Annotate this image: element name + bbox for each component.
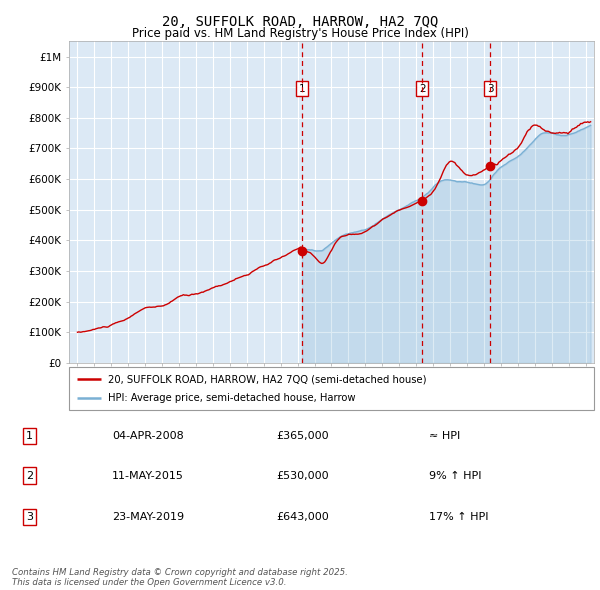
Text: 2: 2 xyxy=(419,84,425,94)
Text: £643,000: £643,000 xyxy=(277,512,329,522)
Text: 9% ↑ HPI: 9% ↑ HPI xyxy=(430,471,482,480)
Text: 17% ↑ HPI: 17% ↑ HPI xyxy=(430,512,489,522)
Text: 20, SUFFOLK ROAD, HARROW, HA2 7QQ: 20, SUFFOLK ROAD, HARROW, HA2 7QQ xyxy=(162,15,438,29)
Text: 11-MAY-2015: 11-MAY-2015 xyxy=(112,471,184,480)
Text: £530,000: £530,000 xyxy=(277,471,329,480)
Text: 3: 3 xyxy=(26,512,33,522)
Text: HPI: Average price, semi-detached house, Harrow: HPI: Average price, semi-detached house,… xyxy=(109,393,356,403)
Text: £365,000: £365,000 xyxy=(277,431,329,441)
Text: 2: 2 xyxy=(26,471,33,480)
Text: ≈ HPI: ≈ HPI xyxy=(430,431,461,441)
FancyBboxPatch shape xyxy=(69,367,594,410)
Text: Contains HM Land Registry data © Crown copyright and database right 2025.
This d: Contains HM Land Registry data © Crown c… xyxy=(12,568,348,587)
Text: 04-APR-2008: 04-APR-2008 xyxy=(112,431,184,441)
Text: 20, SUFFOLK ROAD, HARROW, HA2 7QQ (semi-detached house): 20, SUFFOLK ROAD, HARROW, HA2 7QQ (semi-… xyxy=(109,374,427,384)
Text: 23-MAY-2019: 23-MAY-2019 xyxy=(112,512,184,522)
Text: 1: 1 xyxy=(26,431,33,441)
Text: Price paid vs. HM Land Registry's House Price Index (HPI): Price paid vs. HM Land Registry's House … xyxy=(131,27,469,40)
Text: 3: 3 xyxy=(487,84,494,94)
Text: 1: 1 xyxy=(299,84,305,94)
